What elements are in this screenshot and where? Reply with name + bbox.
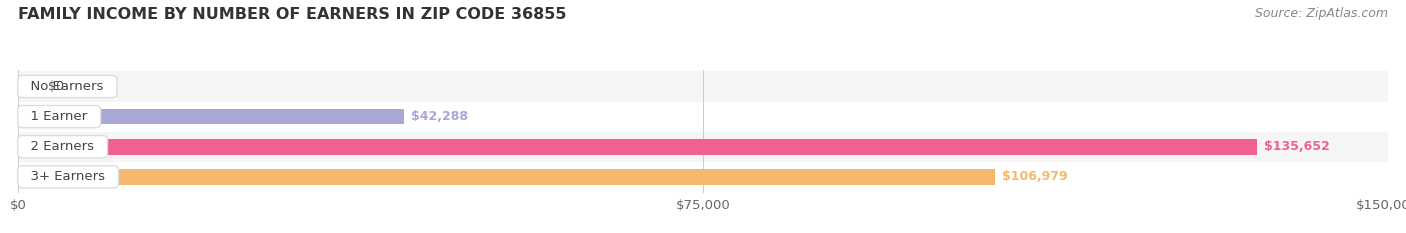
Text: No Earners: No Earners	[22, 80, 112, 93]
Text: FAMILY INCOME BY NUMBER OF EARNERS IN ZIP CODE 36855: FAMILY INCOME BY NUMBER OF EARNERS IN ZI…	[18, 7, 567, 22]
Bar	[18, 162, 1388, 192]
Text: 2 Earners: 2 Earners	[22, 140, 103, 153]
Text: $135,652: $135,652	[1264, 140, 1329, 153]
Text: 3+ Earners: 3+ Earners	[22, 170, 114, 183]
Text: $42,288: $42,288	[411, 110, 468, 123]
Text: 1 Earner: 1 Earner	[22, 110, 96, 123]
Bar	[18, 102, 1388, 132]
Text: $106,979: $106,979	[1002, 170, 1067, 183]
Bar	[18, 71, 1388, 102]
Text: $0: $0	[48, 80, 65, 93]
Text: Source: ZipAtlas.com: Source: ZipAtlas.com	[1254, 7, 1388, 20]
Bar	[18, 109, 405, 124]
Bar	[18, 132, 1388, 162]
Bar	[18, 139, 1257, 154]
Bar	[18, 169, 995, 185]
